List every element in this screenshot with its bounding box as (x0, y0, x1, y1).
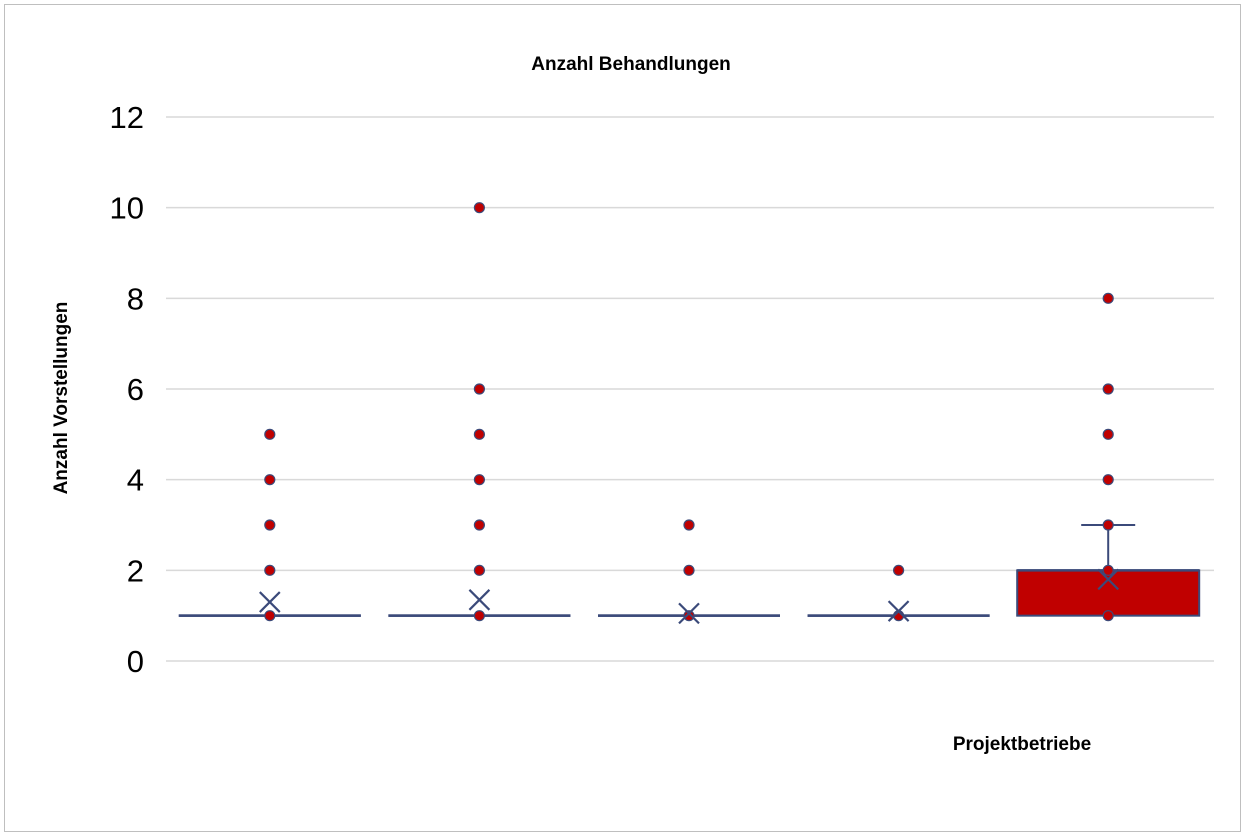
y-tick-label: 6 (127, 372, 144, 407)
data-point (1102, 428, 1114, 440)
box-plot-1 (178, 428, 361, 622)
data-point (1102, 519, 1114, 531)
data-point (264, 519, 276, 531)
y-tick-label: 0 (127, 644, 144, 679)
data-point (264, 428, 276, 440)
data-point (892, 564, 905, 576)
data-point (473, 564, 485, 576)
y-tick-label: 12 (110, 100, 144, 135)
data-point (683, 564, 695, 576)
y-tick-label: 4 (127, 463, 144, 498)
data-point (683, 610, 695, 622)
data-point (1102, 383, 1114, 395)
box (1016, 569, 1201, 617)
data-point (473, 610, 485, 622)
y-tick-label: 2 (127, 553, 144, 588)
data-point (473, 202, 485, 214)
boxes (178, 202, 1201, 625)
mean-marker (1097, 568, 1119, 591)
data-point (264, 474, 276, 486)
y-tick-label: 10 (110, 191, 144, 226)
data-point (473, 474, 485, 486)
y-axis-label: Anzahl Vorstellungen (51, 302, 72, 495)
y-tick-label: 8 (127, 281, 144, 316)
data-point (1102, 610, 1114, 622)
data-point (473, 519, 485, 531)
data-point (1102, 564, 1114, 576)
box-plot-3 (598, 519, 780, 625)
box-plot-5 (1016, 292, 1201, 622)
mean-marker (887, 600, 910, 622)
data-point (473, 428, 485, 440)
data-point (1102, 292, 1114, 304)
data-point (1102, 474, 1114, 486)
data-point (264, 610, 276, 622)
x-axis-label: Projektbetriebe (953, 734, 1091, 755)
box-plot-4 (807, 564, 990, 622)
box-plot-2 (388, 202, 571, 622)
data-point (683, 519, 695, 531)
y-tick-labels: 0 2 4 6 8 10 12 (110, 100, 144, 679)
mean-marker (259, 591, 281, 613)
mean-marker (468, 589, 491, 611)
chart-title: Anzahl Behandlungen (531, 54, 731, 75)
mean-marker (678, 602, 700, 625)
data-point (473, 383, 485, 395)
data-point (264, 564, 276, 576)
chart-frame (4, 4, 1241, 832)
